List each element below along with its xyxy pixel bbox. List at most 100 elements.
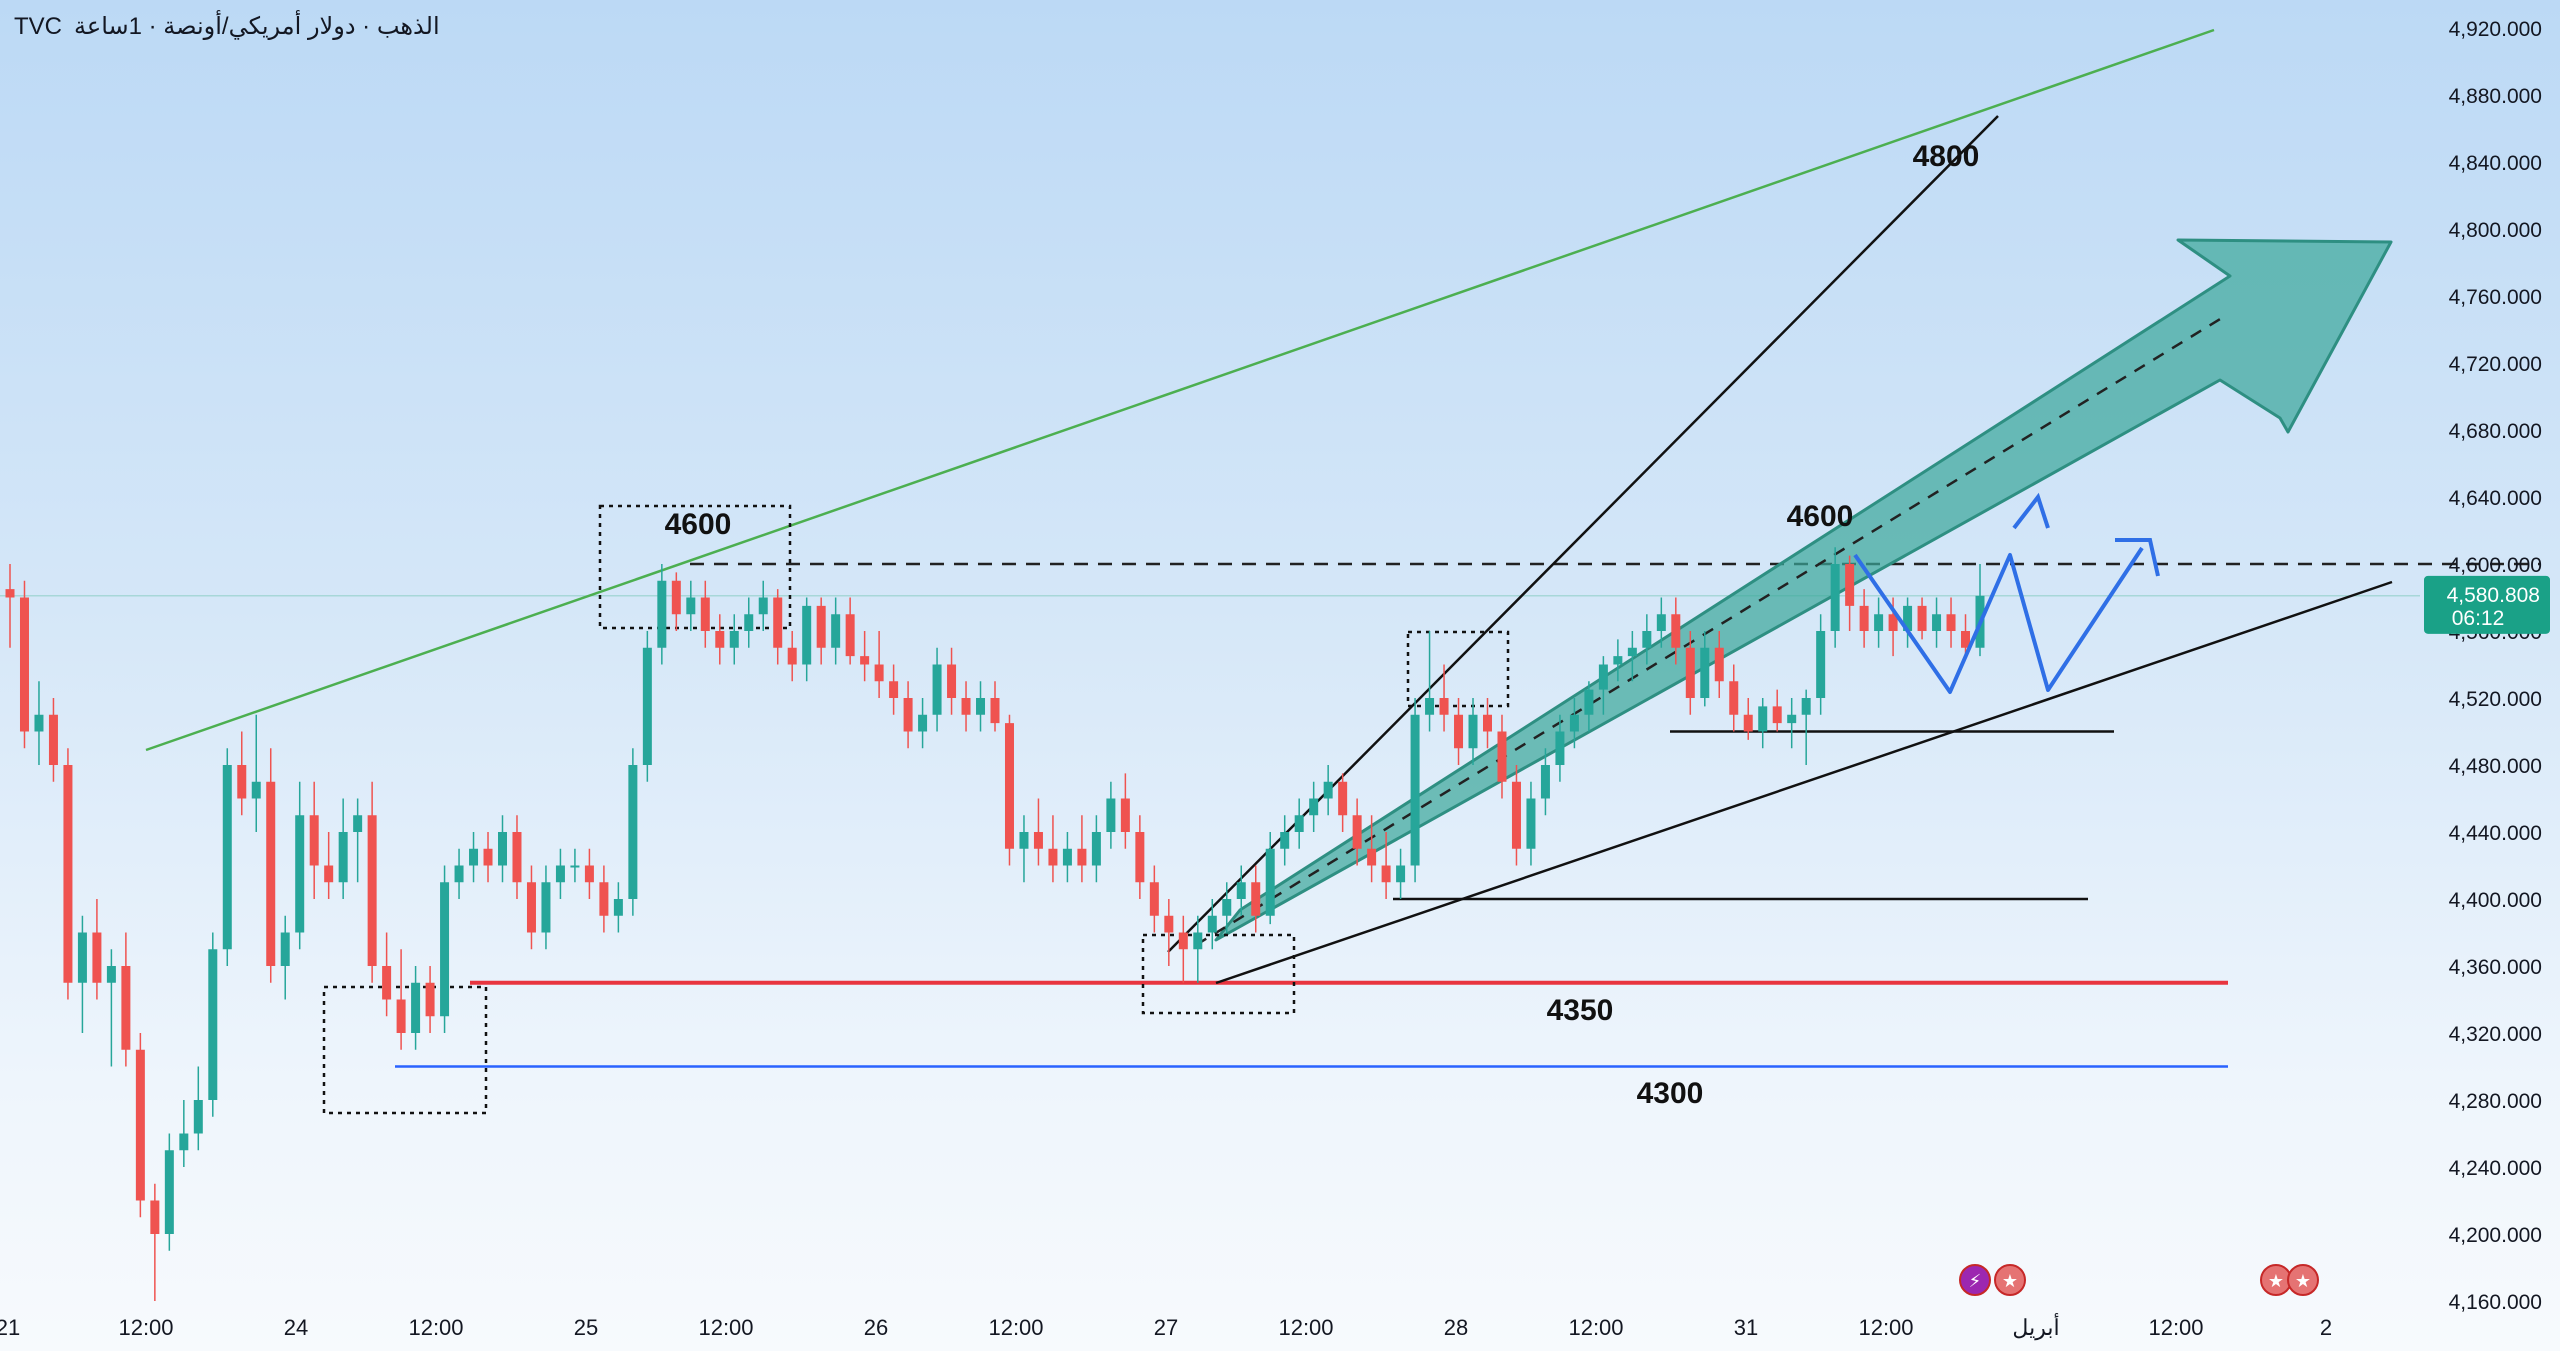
candle-body	[1700, 647, 1710, 698]
candle-body	[947, 664, 957, 698]
candle	[947, 647, 957, 715]
candle	[164, 1133, 174, 1251]
candle-body	[816, 605, 826, 648]
candle	[845, 597, 855, 665]
candle-body	[338, 832, 348, 883]
candle	[208, 932, 218, 1117]
candle-body	[512, 832, 522, 883]
candle	[526, 865, 536, 950]
candle-body	[961, 698, 971, 715]
candle	[1396, 848, 1406, 899]
candle-body	[874, 664, 884, 682]
candle-body	[1178, 932, 1188, 950]
candle-body	[729, 631, 739, 648]
candle	[1381, 832, 1391, 899]
candle	[179, 1100, 189, 1167]
us-flag-icon-2: ★	[2260, 1264, 2292, 1296]
candle	[1903, 597, 1913, 648]
candle-body	[1135, 832, 1145, 883]
time-tick-label: 12:00	[1858, 1315, 1913, 1340]
candle-body	[1265, 848, 1275, 916]
candle	[1410, 698, 1420, 883]
trend-line-support	[1215, 580, 2393, 985]
candle-body	[440, 882, 450, 1017]
candle	[48, 698, 58, 782]
time-tick-label: 21	[0, 1315, 20, 1340]
candle	[744, 597, 754, 648]
candle	[1874, 597, 1884, 648]
candle-body	[193, 1100, 203, 1134]
candle	[555, 848, 565, 899]
price-tick-label: 4,440.000	[2449, 822, 2542, 845]
candle	[1932, 597, 1942, 648]
candle-body	[932, 664, 942, 715]
candle-body	[367, 815, 377, 966]
candle	[1193, 915, 1203, 983]
candle-body	[787, 647, 797, 665]
us-flag-icon-glyph: ★	[2002, 1271, 2018, 1292]
candle-body	[1917, 605, 1927, 631]
candle-body	[48, 714, 58, 765]
candle	[483, 832, 493, 883]
candle-body	[570, 865, 580, 868]
candle	[1946, 597, 1956, 648]
lightning-icon-glyph: ⚡	[1969, 1271, 1982, 1292]
candle-body	[1845, 564, 1855, 606]
candle-body	[411, 982, 421, 1033]
candle-body	[1149, 882, 1159, 916]
candle-body	[396, 999, 406, 1033]
candle	[1685, 631, 1695, 715]
candle	[1511, 765, 1521, 866]
candle-body	[1874, 614, 1884, 631]
price-tick-label: 4,600.000	[2449, 554, 2542, 577]
forecast-zigzag	[1853, 546, 2144, 694]
candle-body	[1062, 848, 1072, 866]
candle-body	[1323, 781, 1333, 799]
candle	[831, 597, 841, 665]
candle	[1787, 698, 1797, 749]
candle-body	[1584, 689, 1594, 715]
candle	[1439, 664, 1449, 732]
candle	[1164, 899, 1174, 966]
candle	[816, 597, 826, 665]
candle	[1207, 899, 1217, 950]
candle-body	[1526, 798, 1536, 849]
candle	[1236, 865, 1246, 916]
candle	[1280, 815, 1290, 866]
candle-body	[715, 631, 725, 648]
us-flag-icon-3-glyph: ★	[2295, 1271, 2311, 1292]
candle-body	[758, 597, 768, 615]
candle	[1062, 832, 1072, 883]
time-axis[interactable]: 21 12:00 24 12:00 25 12:00 26 12:00 27 12:00 28 12:…	[0, 1312, 2332, 1341]
candle	[961, 681, 971, 732]
candle	[193, 1066, 203, 1151]
candle	[787, 631, 797, 682]
candle	[367, 781, 377, 983]
candle	[396, 949, 406, 1050]
candle-body	[1758, 706, 1768, 732]
price-tick-label: 4,800.000	[2449, 219, 2542, 242]
price-tick-label: 4,760.000	[2449, 286, 2542, 309]
candle	[1251, 865, 1261, 933]
candle-body	[135, 1049, 145, 1201]
time-tick-label: 12:00	[408, 1315, 463, 1340]
candle	[440, 865, 450, 1033]
candle-body	[1903, 605, 1913, 631]
candle-body	[164, 1150, 174, 1234]
price-tick-label: 4,360.000	[2449, 956, 2542, 979]
candle	[251, 714, 261, 832]
candle-body	[1932, 614, 1942, 631]
symbol-label: TVC	[14, 12, 62, 40]
candle-body	[1946, 614, 1956, 631]
candle	[903, 681, 913, 749]
zigzag-arrowhead-1	[2012, 492, 2050, 530]
candle	[700, 580, 710, 648]
candle-body	[1816, 631, 1826, 698]
price-axis[interactable]: 4,920.000 4,880.000 4,840.000 4,800.000 4,76…	[2424, 18, 2550, 1314]
candle	[1816, 614, 1826, 715]
candle-body	[19, 597, 29, 732]
time-tick-label: 12:00	[1278, 1315, 1333, 1340]
time-tick-label: 12:00	[698, 1315, 753, 1340]
candle	[295, 781, 305, 950]
